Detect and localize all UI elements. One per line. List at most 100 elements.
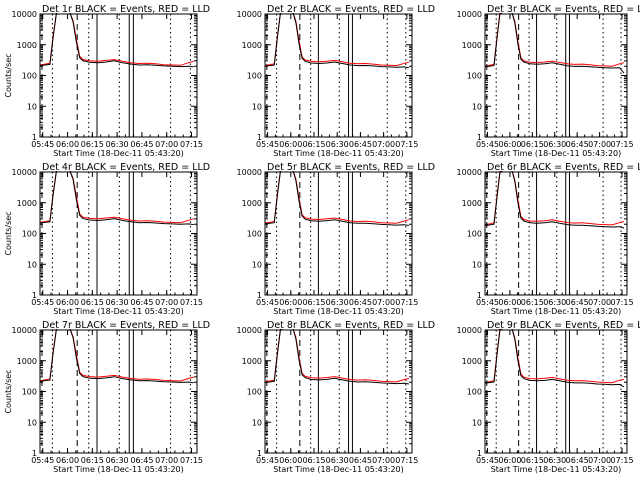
y-tick-label: 100 <box>467 72 482 81</box>
y-tick-label: 1 <box>477 449 482 458</box>
y-tick-label: 10000 <box>237 168 262 177</box>
x-tick-label: 07:15 <box>610 140 633 149</box>
x-tick-label: 05:45 <box>256 456 279 465</box>
events-series-line <box>40 171 194 226</box>
detector-panel-1: Det 1r BLACK = Events, RED = LLD 1 10 100 10… <box>4 4 210 158</box>
x-tick-label: 06:15 <box>521 298 544 307</box>
y-tick-label: 10000 <box>457 326 482 335</box>
panel-title: Det 1r BLACK = Events, RED = LLD <box>42 4 210 15</box>
x-tick-label: 05:45 <box>476 140 499 149</box>
panel-title: Det 3r BLACK = Events, RED = LLD <box>487 4 640 15</box>
x-axis-label: Start Time (18-Dec-11 05:43:20) <box>273 465 404 474</box>
x-tick-label: 06:45 <box>349 298 372 307</box>
y-tick-label: 1000 <box>462 357 482 366</box>
x-tick-label: 06:15 <box>521 456 544 465</box>
x-tick-label: 05:45 <box>476 298 499 307</box>
events-series-line <box>485 329 625 388</box>
x-tick-label: 07:15 <box>180 298 203 307</box>
y-tick-label: 1000 <box>17 41 37 50</box>
panel-title: Det 9r BLACK = Events, RED = LLD <box>487 320 640 331</box>
x-tick-label: 07:00 <box>372 140 395 149</box>
x-tick-label: 05:45 <box>256 140 279 149</box>
x-tick-label: 06:30 <box>326 298 349 307</box>
y-tick-label: 10000 <box>12 168 37 177</box>
x-tick-label: 07:15 <box>610 456 633 465</box>
panel-title: Det 7r BLACK = Events, RED = LLD <box>42 320 210 331</box>
x-axis-label: Start Time (18-Dec-11 05:43:20) <box>53 465 184 474</box>
y-tick-label: 10000 <box>457 168 482 177</box>
lld-series-line <box>265 171 410 224</box>
detector-panel-3: Det 3r BLACK = Events, RED = LLD 1 10 100 10… <box>457 4 640 158</box>
y-tick-label: 1000 <box>462 41 482 50</box>
detector-panel-9: Det 9r BLACK = Events, RED = LLD 1 10 100 10… <box>457 320 640 474</box>
y-tick-label: 10000 <box>12 10 37 19</box>
panel-title: Det 5r BLACK = Events, RED = LLD <box>267 162 435 173</box>
y-axis-label: Counts/sec <box>4 369 13 413</box>
x-tick-label: 06:30 <box>543 298 566 307</box>
x-tick-label: 06:00 <box>279 298 302 307</box>
y-tick-label: 1 <box>257 291 262 300</box>
x-tick-label: 06:30 <box>543 456 566 465</box>
x-tick-label: 06:00 <box>498 298 521 307</box>
x-tick-label: 06:15 <box>302 456 325 465</box>
y-tick-label: 100 <box>247 72 262 81</box>
x-tick-label: 06:30 <box>106 140 129 149</box>
panel-title: Det 8r BLACK = Events, RED = LLD <box>267 320 435 331</box>
y-tick-label: 10 <box>252 260 262 269</box>
y-tick-label: 10000 <box>457 10 482 19</box>
y-tick-label: 100 <box>467 388 482 397</box>
x-tick-label: 06:15 <box>81 140 104 149</box>
x-axis-label: Start Time (18-Dec-11 05:43:20) <box>273 149 404 158</box>
x-tick-label: 06:30 <box>326 140 349 149</box>
x-tick-label: 06:00 <box>498 140 521 149</box>
x-axis-label: Start Time (18-Dec-11 05:43:20) <box>53 149 184 158</box>
x-tick-label: 07:00 <box>372 298 395 307</box>
events-series-line <box>485 13 625 74</box>
y-tick-label: 100 <box>22 72 37 81</box>
x-tick-label: 06:45 <box>349 140 372 149</box>
y-tick-label: 1 <box>257 133 262 142</box>
x-axis-label: Start Time (18-Dec-11 05:43:20) <box>53 307 184 316</box>
x-tick-label: 07:00 <box>155 456 178 465</box>
x-tick-label: 07:00 <box>155 140 178 149</box>
lld-series-line <box>40 171 194 224</box>
x-tick-label: 06:45 <box>566 456 589 465</box>
events-series-line <box>40 329 194 384</box>
y-tick-label: 10 <box>27 102 37 111</box>
x-tick-label: 07:15 <box>180 456 203 465</box>
x-tick-label: 07:15 <box>395 298 418 307</box>
y-tick-label: 10 <box>27 418 37 427</box>
y-tick-label: 1 <box>32 133 37 142</box>
x-tick-label: 06:30 <box>326 456 349 465</box>
x-tick-label: 07:15 <box>395 456 418 465</box>
y-tick-label: 100 <box>247 388 262 397</box>
x-tick-label: 06:15 <box>302 298 325 307</box>
x-tick-label: 06:00 <box>56 456 79 465</box>
y-tick-label: 1 <box>32 291 37 300</box>
x-tick-label: 06:15 <box>81 456 104 465</box>
x-tick-label: 07:15 <box>180 140 203 149</box>
panel-title: Det 6r BLACK = Events, RED = LLD <box>487 162 640 173</box>
x-tick-label: 07:00 <box>588 140 611 149</box>
y-tick-label: 1000 <box>17 357 37 366</box>
x-tick-label: 06:45 <box>130 298 153 307</box>
x-tick-label: 07:00 <box>155 298 178 307</box>
detector-panel-6: Det 6r BLACK = Events, RED = LLD 1 10 100 10… <box>457 162 640 316</box>
y-tick-label: 10 <box>252 418 262 427</box>
y-tick-label: 1000 <box>17 199 37 208</box>
y-tick-label: 10 <box>472 102 482 111</box>
x-tick-label: 06:45 <box>566 298 589 307</box>
x-tick-label: 05:45 <box>476 456 499 465</box>
y-tick-label: 100 <box>22 388 37 397</box>
events-series-line <box>485 171 625 229</box>
lld-series-line <box>485 13 625 67</box>
x-tick-label: 07:15 <box>395 140 418 149</box>
x-tick-label: 06:30 <box>106 298 129 307</box>
x-axis-label: Start Time (18-Dec-11 05:43:20) <box>273 307 404 316</box>
y-tick-label: 10 <box>252 102 262 111</box>
x-tick-label: 06:00 <box>279 140 302 149</box>
y-axis-label: Counts/sec <box>4 53 13 97</box>
detector-panel-5: Det 5r BLACK = Events, RED = LLD 1 10 100 10… <box>237 162 436 316</box>
detector-panel-4: Det 4r BLACK = Events, RED = LLD 1 10 100 10… <box>4 162 210 316</box>
